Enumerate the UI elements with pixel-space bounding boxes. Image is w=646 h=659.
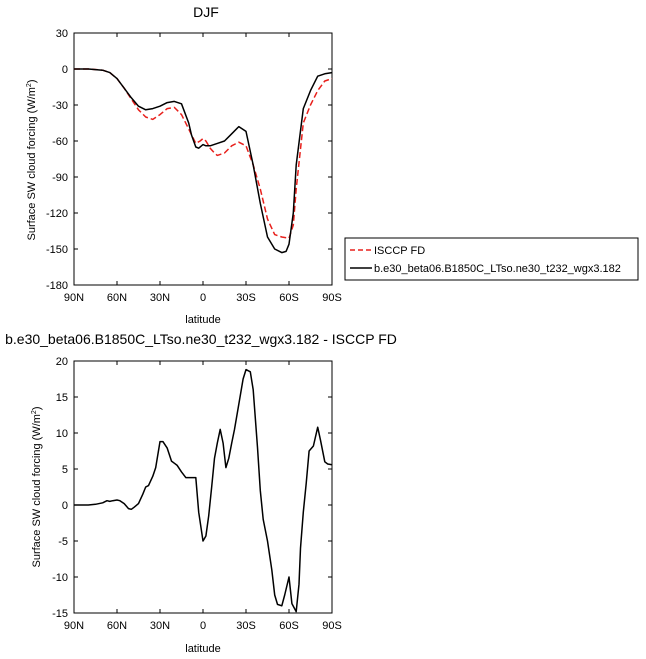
chart-bottom-x-ticks: 90N 60N 30N 0 30S 60S 90S	[64, 361, 342, 632]
x-tick-label: 60N	[107, 292, 127, 304]
x-tick-label: 90S	[322, 292, 342, 304]
x-tick-label: 60S	[279, 620, 299, 632]
legend-box	[344, 237, 639, 281]
chart-bottom-title: b.e30_beta06.B1850C_LTso.ne30_t232_wgx3.…	[5, 331, 397, 347]
y-tick-label: 30	[56, 28, 68, 40]
chart-bottom-plot-frame	[73, 360, 333, 614]
x-tick-label: 90N	[64, 620, 84, 632]
x-tick-label: 0	[200, 292, 206, 304]
x-tick-label: 90S	[322, 620, 342, 632]
x-tick-label: 30N	[150, 620, 170, 632]
y-tick-label: -30	[52, 100, 68, 112]
chart-bottom: b.e30_beta06.B1850C_LTso.ne30_t232_wgx3.…	[5, 331, 397, 655]
chart-bottom-y-axis-label-tail: )	[31, 406, 43, 410]
x-tick-label: 0	[200, 620, 206, 632]
chart-bottom-y-ticks: 20 15 10 5 0 -5 -10 -15	[52, 356, 332, 620]
y-tick-label: -10	[52, 572, 68, 584]
y-tick-label: 10	[56, 428, 68, 440]
series-line-top-1	[74, 68, 333, 254]
chart-bottom-y-axis-label-main: Surface SW cloud forcing (W/m	[31, 414, 43, 567]
x-tick-label: 60N	[107, 620, 127, 632]
y-tick-label: 0	[62, 500, 68, 512]
y-tick-label: -90	[52, 172, 68, 184]
y-tick-label: -120	[46, 208, 68, 220]
chart-top-y-axis-label-tail: )	[26, 79, 38, 83]
y-tick-label: -5	[58, 536, 68, 548]
y-tick-label: 0	[62, 64, 68, 76]
legend-label-model: b.e30_beta06.B1850C_LTso.ne30_t232_wgx3.…	[374, 263, 621, 275]
chart-bottom-series	[74, 368, 333, 613]
y-tick-label: -180	[46, 280, 68, 292]
series-line-bottom-0	[74, 368, 333, 613]
y-tick-label: 20	[56, 356, 68, 368]
x-tick-label: 90N	[64, 292, 84, 304]
x-tick-label: 30S	[236, 292, 256, 304]
chart-top-x-ticks: 90N 60N 30N 0 30S 60S 90S	[64, 33, 342, 304]
legend-label-isccp: ISCCP FD	[374, 245, 425, 257]
series-line-top-0	[74, 68, 333, 239]
chart-top-title: DJF	[193, 4, 219, 20]
chart-top-series	[74, 68, 333, 254]
chart-top-y-axis-label-main: Surface SW cloud forcing (W/m	[26, 87, 38, 240]
chart-bottom-y-axis-label: Surface SW cloud forcing (W/m2)	[31, 406, 43, 567]
chart-top-plot-frame	[73, 32, 333, 286]
y-tick-label: -150	[46, 244, 68, 256]
x-tick-label: 30S	[236, 620, 256, 632]
chart-top-y-axis-label-sup: 2	[26, 83, 33, 87]
y-tick-label: -60	[52, 136, 68, 148]
y-tick-label: 15	[56, 392, 68, 404]
chart-top-y-ticks: 30 0 -30 -60 -90 -120 -150 -180	[46, 28, 332, 292]
chart-bottom-x-axis-label: latitude	[185, 643, 220, 655]
y-tick-label: 5	[62, 464, 68, 476]
y-tick-label: -15	[52, 608, 68, 620]
chart-top-legend: ISCCP FD b.e30_beta06.B1850C_LTso.ne30_t…	[344, 237, 639, 281]
x-tick-label: 30N	[150, 292, 170, 304]
chart-bottom-y-axis-label-sup: 2	[31, 410, 38, 414]
chart-top-x-axis-label: latitude	[185, 314, 220, 326]
x-tick-label: 60S	[279, 292, 299, 304]
chart-top-y-axis-label: Surface SW cloud forcing (W/m2)	[26, 79, 38, 240]
chart-top: DJF 90N 60N 30N 0 30S 60S 90S 30 0 -30 -60 -90 -120…	[26, 4, 639, 326]
